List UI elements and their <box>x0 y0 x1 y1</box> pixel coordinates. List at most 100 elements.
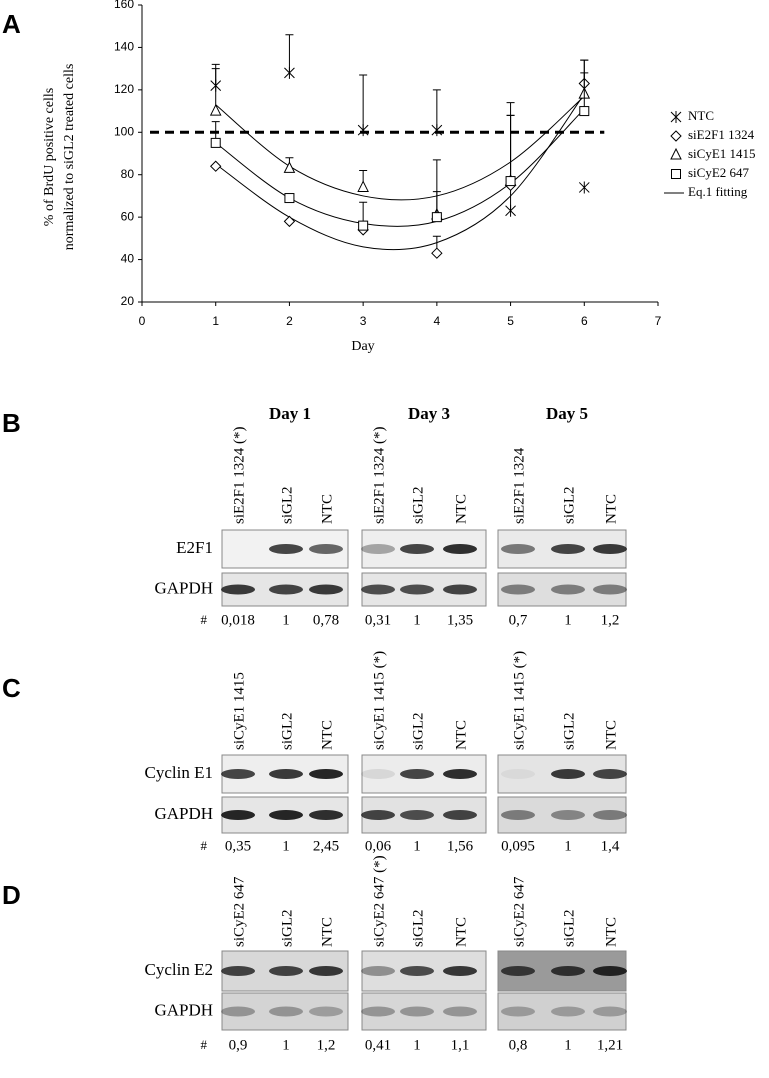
x-tick-label: 5 <box>507 314 514 328</box>
band <box>269 584 303 595</box>
quant-value: 1,4 <box>601 838 620 854</box>
band <box>551 966 585 976</box>
marker <box>505 176 516 187</box>
band <box>400 966 434 976</box>
x-tick-label: 4 <box>434 314 441 328</box>
lane-label: siCyE1 1415 (*) <box>511 651 527 750</box>
band <box>443 1006 477 1017</box>
marker <box>431 124 443 137</box>
marker <box>284 66 295 79</box>
x-tick-label: 2 <box>286 314 293 328</box>
day-header: Day 1 <box>269 404 311 423</box>
band <box>593 544 627 554</box>
x-axis-label: Day <box>351 339 374 354</box>
band <box>501 544 535 554</box>
quant-value: 1 <box>282 612 290 628</box>
band <box>361 1006 395 1017</box>
lane-label: NTC <box>319 720 335 750</box>
band <box>501 966 535 976</box>
lane-label: siGL2 <box>561 713 577 751</box>
marker <box>579 106 590 117</box>
lane-label: siCyE2 647 (*) <box>371 855 387 947</box>
quant-value: 1 <box>282 1037 290 1053</box>
lane-label: siE2F1 1324 <box>511 447 527 524</box>
lane-label: siGL2 <box>410 713 426 751</box>
marker <box>209 103 222 116</box>
row-label: E2F1 <box>176 538 213 557</box>
error-bar <box>432 89 441 131</box>
error-bar <box>432 159 441 218</box>
error-bar <box>580 72 589 112</box>
quant-value: 0,06 <box>365 838 392 854</box>
lane-label: siGL2 <box>279 487 295 525</box>
y-tick-label: 120 <box>114 82 134 96</box>
x-tick-label: 3 <box>360 314 367 328</box>
y-axis-label: normalized to siGL2 treated cells <box>62 64 77 251</box>
quant-value: 1 <box>282 838 290 854</box>
x-tick-label: 0 <box>139 314 146 328</box>
band <box>593 966 627 976</box>
y-tick-label: 40 <box>121 252 135 266</box>
blot <box>497 992 627 1031</box>
band <box>269 769 303 779</box>
y-tick-label: 60 <box>121 209 135 223</box>
band <box>443 544 477 554</box>
marker <box>283 161 296 173</box>
y-axis-label: % of BrdU positive cells <box>42 88 57 226</box>
lane-label: NTC <box>319 494 335 524</box>
band <box>551 1006 585 1017</box>
panel-label: A <box>2 9 21 39</box>
band <box>501 769 535 779</box>
band <box>221 966 255 976</box>
quant-value: 1,35 <box>447 612 473 628</box>
quant-value: 0,78 <box>313 612 339 628</box>
band <box>309 810 343 820</box>
lane-label: siGL2 <box>410 487 426 525</box>
row-label: Cyclin E2 <box>145 960 213 979</box>
quant-value: 1 <box>564 1037 572 1053</box>
band <box>443 584 477 595</box>
band <box>593 1006 627 1017</box>
lane-label: NTC <box>603 494 619 524</box>
lane-label: siE2F1 1324 (*) <box>231 426 247 524</box>
hash-label: # <box>201 1037 208 1052</box>
quant-value: 1,56 <box>447 838 474 854</box>
blot <box>361 992 487 1031</box>
y-tick-label: 80 <box>121 167 135 181</box>
y-tick-label: 20 <box>121 294 135 308</box>
marker <box>578 181 590 194</box>
lane-label: siGL2 <box>279 910 295 948</box>
lane-label: siGL2 <box>561 487 577 525</box>
band <box>551 810 585 820</box>
band <box>269 1006 303 1017</box>
fit-curve <box>215 95 585 201</box>
row-label: GAPDH <box>154 578 213 597</box>
legend-marker <box>670 147 682 160</box>
lane-label: NTC <box>453 494 469 524</box>
band <box>501 584 535 595</box>
legend-label: Eq.1 fitting <box>688 184 748 199</box>
band <box>361 966 395 976</box>
band <box>400 810 434 820</box>
band <box>501 810 535 820</box>
band <box>221 810 255 820</box>
error-bar <box>285 34 294 73</box>
band <box>361 544 395 554</box>
lane-label: siCyE2 647 <box>231 876 247 947</box>
band <box>309 544 343 554</box>
band <box>269 810 303 820</box>
row-label: GAPDH <box>154 804 213 823</box>
band <box>400 1006 434 1017</box>
band <box>309 966 343 976</box>
band <box>551 584 585 595</box>
band <box>269 544 303 554</box>
panel-label: B <box>2 408 21 438</box>
marker <box>210 137 221 148</box>
lane-label: siCyE2 647 <box>511 876 527 947</box>
band <box>361 584 395 595</box>
quant-value: 1,1 <box>451 1037 470 1053</box>
legend-label: NTC <box>688 108 714 123</box>
band <box>221 1006 255 1017</box>
quant-value: 1,21 <box>597 1037 623 1053</box>
